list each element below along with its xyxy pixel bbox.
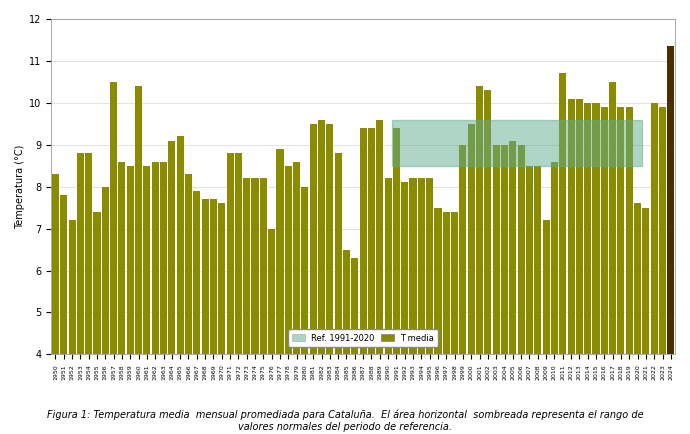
Bar <box>484 90 491 434</box>
Bar <box>144 166 150 434</box>
Bar <box>226 153 234 434</box>
Bar <box>235 153 242 434</box>
Bar <box>310 124 317 434</box>
Bar <box>426 178 433 434</box>
Bar <box>343 250 350 434</box>
Text: Figura 1: Temperatura media  mensual promediada para Cataluña.  El área horizont: Figura 1: Temperatura media mensual prom… <box>47 410 643 432</box>
Bar <box>160 161 167 434</box>
Bar <box>393 128 400 434</box>
Bar <box>135 86 142 434</box>
Bar <box>93 212 101 434</box>
Bar <box>542 220 550 434</box>
Bar <box>609 82 616 434</box>
Bar <box>435 207 442 434</box>
Bar <box>567 99 575 434</box>
Bar <box>127 166 134 434</box>
Bar <box>651 103 658 434</box>
Bar <box>60 195 67 434</box>
Bar <box>509 141 516 434</box>
Bar <box>110 82 117 434</box>
Bar <box>468 124 475 434</box>
Bar <box>576 99 583 434</box>
Bar <box>277 149 284 434</box>
Bar <box>451 212 458 434</box>
Bar <box>260 178 267 434</box>
Bar <box>401 182 408 434</box>
Bar <box>476 86 483 434</box>
Bar <box>501 145 508 434</box>
Bar <box>659 107 666 434</box>
Bar <box>551 161 558 434</box>
Bar <box>268 229 275 434</box>
Bar <box>326 124 333 434</box>
Bar <box>593 103 600 434</box>
Bar <box>409 178 417 434</box>
Bar <box>177 136 184 434</box>
Bar <box>376 120 384 434</box>
Bar <box>102 187 109 434</box>
Bar <box>193 191 200 434</box>
Bar <box>201 199 208 434</box>
Bar <box>634 204 641 434</box>
Bar <box>185 174 192 434</box>
Bar <box>285 166 292 434</box>
Bar <box>152 161 159 434</box>
Bar <box>243 178 250 434</box>
Bar <box>518 145 524 434</box>
Bar <box>443 212 450 434</box>
Bar <box>493 145 500 434</box>
Bar <box>85 153 92 434</box>
Bar <box>318 120 325 434</box>
Bar <box>293 161 300 434</box>
Bar <box>251 178 259 434</box>
Bar <box>584 103 591 434</box>
Bar <box>302 187 308 434</box>
Bar <box>526 166 533 434</box>
Bar <box>218 204 226 434</box>
Bar <box>168 141 175 434</box>
Y-axis label: Temperatura (°C): Temperatura (°C) <box>15 145 25 229</box>
Bar <box>52 174 59 434</box>
Bar <box>601 107 608 434</box>
Bar <box>359 128 366 434</box>
Bar <box>210 199 217 434</box>
Bar <box>119 161 126 434</box>
Bar <box>77 153 84 434</box>
Legend: Ref. 1991-2020, T media: Ref. 1991-2020, T media <box>288 329 438 347</box>
Bar <box>68 220 76 434</box>
Bar <box>368 128 375 434</box>
Bar <box>534 166 542 434</box>
Bar <box>418 178 425 434</box>
Bar <box>667 46 674 434</box>
Bar <box>559 73 566 434</box>
Bar <box>460 145 466 434</box>
Bar <box>351 258 358 434</box>
Bar <box>384 178 392 434</box>
Bar <box>626 107 633 434</box>
Bar <box>392 120 642 166</box>
Bar <box>335 153 342 434</box>
Bar <box>618 107 624 434</box>
Bar <box>642 207 649 434</box>
